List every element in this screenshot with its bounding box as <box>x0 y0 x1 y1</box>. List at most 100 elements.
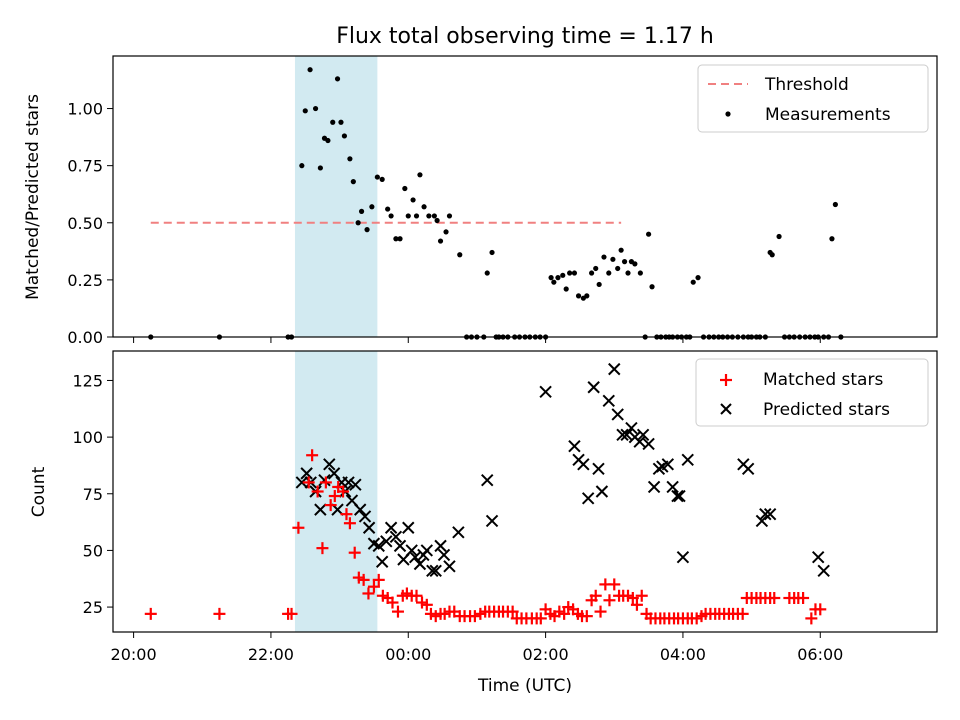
predicted-point <box>568 439 581 453</box>
predicted-point <box>633 435 646 448</box>
measurement-point <box>829 236 835 242</box>
matched-point <box>594 605 607 618</box>
ratio-y-tick-label: 0.00 <box>67 328 103 347</box>
measurement-point <box>571 270 578 276</box>
count-shaded-region <box>294 351 378 632</box>
matched-point <box>608 578 621 591</box>
measurement-point <box>593 265 599 272</box>
measurement-point <box>575 293 582 299</box>
predicted-point <box>671 489 684 503</box>
measurement-point <box>312 105 319 112</box>
predicted-point <box>587 381 600 394</box>
ratio-panel: 0.00 0.25 0.50 0.75 1.00 Matched/Predicted s… <box>23 55 938 347</box>
matched-point <box>797 592 810 605</box>
predicted-point <box>666 480 679 494</box>
ratio-y-axis-label: Matched/Predicted stars <box>23 94 43 300</box>
measurement-point <box>443 229 449 235</box>
matched-point <box>420 598 433 611</box>
predicted-point <box>577 458 590 471</box>
measurement-point <box>426 213 432 219</box>
count-y-tick-label: 50 <box>83 541 103 560</box>
measurement-point <box>397 236 403 242</box>
measurement-point <box>341 133 348 139</box>
measurement-point <box>402 185 408 192</box>
measurement-point <box>364 227 370 233</box>
predicted-point <box>372 539 385 553</box>
predicted-point <box>485 514 499 528</box>
count-x-axis: 20:00 22:00 00:00 02:00 04:00 06:00 <box>111 632 843 664</box>
measurement-point <box>446 213 453 219</box>
count-legend: Matched stars Predicted stars <box>695 358 929 427</box>
measurement-point <box>374 174 380 180</box>
matched-point <box>328 490 341 503</box>
measurement-point <box>589 270 595 276</box>
x-tick-label: 20:00 <box>111 645 157 664</box>
matched-point <box>337 485 350 498</box>
predicted-point <box>420 544 434 557</box>
predicted-point <box>349 478 362 491</box>
predicted-point <box>452 526 465 539</box>
matched-point <box>805 612 818 625</box>
matched-point <box>635 589 648 602</box>
count-y-tick-label: 100 <box>72 428 103 447</box>
measurement-point <box>457 252 463 258</box>
predicted-point <box>595 485 609 498</box>
measurement-point <box>625 270 631 276</box>
predicted-point <box>673 489 686 503</box>
measurement-point <box>330 119 336 125</box>
measurement-point <box>560 272 566 278</box>
predicted-legend-label: Predicted stars <box>763 400 890 420</box>
predicted-point <box>393 539 407 553</box>
measurement-point <box>417 172 423 178</box>
measurement-point <box>596 281 602 288</box>
predicted-point <box>389 530 403 544</box>
measurements-series <box>148 67 844 340</box>
chart-title: Flux total observing time = 1.17 h <box>336 24 714 49</box>
predicted-point <box>375 555 389 568</box>
predicted-point <box>405 544 418 557</box>
predicted-point <box>608 362 621 376</box>
predicted-point <box>592 462 605 476</box>
measurement-point <box>832 201 838 208</box>
ratio-shaded-region <box>294 56 378 337</box>
matched-point <box>311 485 324 498</box>
predicted-point <box>741 462 755 476</box>
matched-point <box>285 607 298 620</box>
measurement-point <box>410 197 416 203</box>
matched-point <box>468 610 481 623</box>
predicted-point <box>581 492 595 505</box>
measurement-point <box>325 137 331 144</box>
x-tick-label: 00:00 <box>385 645 431 664</box>
matched-point <box>324 499 337 512</box>
predicted-point <box>602 394 615 408</box>
matched-point <box>630 598 643 611</box>
measurement-point <box>393 236 399 242</box>
matched-point <box>144 607 157 620</box>
measurement-point <box>338 119 344 125</box>
measurement-point <box>388 213 394 219</box>
measurement-point <box>563 286 569 292</box>
measurement-point <box>567 270 573 276</box>
measurement-point <box>347 156 353 162</box>
measurement-point <box>637 270 643 276</box>
predicted-point <box>362 521 376 534</box>
measurement-point <box>484 270 490 276</box>
measurement-point <box>379 176 385 182</box>
predicted-point <box>318 473 331 487</box>
x-axis-label: Time (UTC) <box>477 676 572 696</box>
measurement-point <box>601 254 607 260</box>
measurement-point <box>632 261 638 267</box>
matched-point <box>768 592 781 605</box>
matched-point <box>316 542 329 555</box>
measurement-point <box>369 204 375 210</box>
predicted-point <box>759 507 772 521</box>
count-y-axis-label: Count <box>29 466 49 517</box>
measurement-point <box>548 275 554 281</box>
matched-point <box>603 594 616 607</box>
predicted-point <box>443 560 456 573</box>
measurement-point <box>385 206 391 212</box>
ratio-y-tick-label: 0.75 <box>67 157 103 176</box>
predicted-point <box>681 453 694 466</box>
predicted-point <box>817 564 830 578</box>
